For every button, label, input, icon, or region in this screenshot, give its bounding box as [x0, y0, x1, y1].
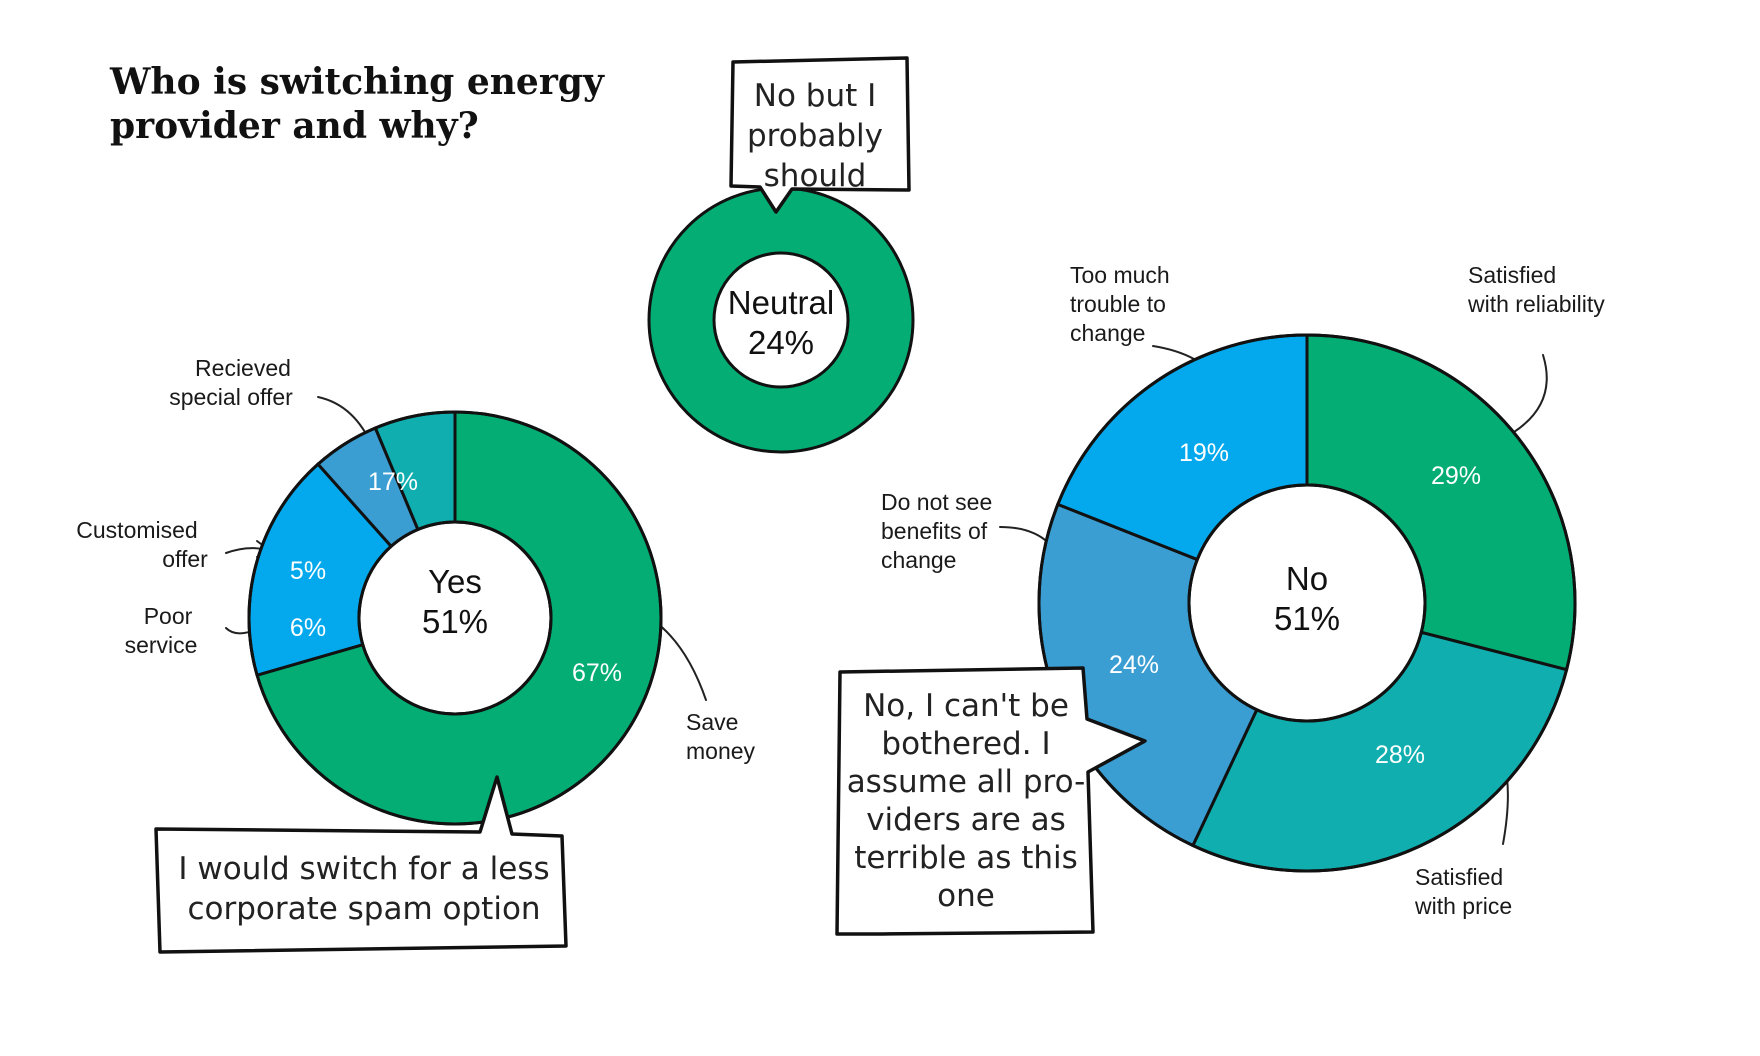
no-value-too-much-trouble: 19% — [1179, 439, 1229, 467]
neutral-center-label: Neutral — [728, 284, 834, 321]
yes-quote-line-2: corporate spam option — [187, 891, 540, 927]
no-label-do-not-see-benefits-3: change — [881, 547, 956, 573]
no-quote-line-3: assume all pro- — [847, 764, 1086, 800]
no-quote-line-5: terrible as this — [854, 840, 1078, 876]
yes-label-customised-offer-1: Customised — [76, 517, 197, 543]
no-label-do-not-see-benefits-1: Do not see — [881, 489, 992, 515]
speech-bubble-yes: I would switch for a less corporate spam… — [154, 775, 568, 954]
no-outer-outline — [1037, 333, 1577, 873]
no-label-satisfied-price-2: with price — [1414, 893, 1512, 919]
yes-label-save-money-2: money — [686, 738, 756, 764]
no-slice-satisfied-reliability — [1305, 333, 1577, 672]
yes-label-special-offer-2: special offer — [169, 384, 293, 410]
no-value-satisfied-reliability: 29% — [1431, 462, 1481, 490]
yes-label-save-money-1: Save — [686, 709, 738, 735]
title-line-1: Who is switching energy — [110, 61, 604, 103]
yes-value-customised-offer: 5% — [290, 557, 326, 585]
yes-label-poor-service-1: Poor — [144, 603, 193, 629]
neutral-quote-line-2: probably — [747, 118, 883, 154]
yes-value-special-offer: 17% — [368, 468, 418, 496]
donut-chart-neutral: Neutral 24% — [647, 186, 915, 454]
no-label-too-much-trouble-3: change — [1070, 320, 1145, 346]
no-value-satisfied-price: 28% — [1375, 741, 1425, 769]
speech-bubble-no: No, I can't be bothered. I assume all pr… — [835, 666, 1147, 936]
no-quote-line-4: viders are as — [866, 802, 1066, 838]
yes-label-special-offer-1: Recieved — [195, 355, 291, 381]
yes-outer-outline — [247, 410, 663, 826]
no-label-satisfied-reliability-2: with reliability — [1467, 291, 1605, 317]
no-center-label: No — [1286, 560, 1328, 597]
no-label-satisfied-price-1: Satisfied — [1415, 864, 1503, 890]
donut-chart-yes: Yes 51% 67% 17% 5% 6% Save money Recieve… — [76, 355, 756, 826]
no-label-do-not-see-benefits-2: benefits of — [881, 518, 988, 544]
no-quote-line-6: one — [937, 878, 995, 914]
yes-value-poor-service: 6% — [290, 614, 326, 642]
no-label-too-much-trouble-2: trouble to — [1070, 291, 1166, 317]
neutral-quote-line-1: No but I — [754, 78, 877, 114]
neutral-inner-outline — [712, 251, 850, 389]
page-title: Who is switching energy provider and why… — [110, 60, 710, 148]
yes-label-customised-offer-2: offer — [162, 546, 208, 572]
yes-center-label: Yes — [428, 563, 482, 600]
neutral-ring-slice — [649, 188, 913, 452]
yes-center-value: 51% — [422, 603, 488, 640]
yes-value-save-money: 67% — [572, 659, 622, 687]
speech-bubble-neutral: No but I probably should — [729, 56, 911, 214]
yes-label-poor-service-2: service — [125, 632, 198, 658]
no-label-too-much-trouble-1: Too much — [1070, 262, 1170, 288]
no-quote-line-1: No, I can't be — [863, 688, 1069, 724]
no-value-do-not-see-benefits: 24% — [1109, 651, 1159, 679]
no-inner-outline — [1187, 483, 1427, 723]
donut-chart-no: No 51% 29% 28% 24% 19% Satisfied with re… — [881, 262, 1605, 919]
no-center-value: 51% — [1274, 600, 1340, 637]
no-label-satisfied-reliability-1: Satisfied — [1468, 262, 1556, 288]
neutral-quote-line-3: should — [764, 158, 867, 194]
neutral-center-value: 24% — [748, 324, 814, 361]
yes-inner-outline — [357, 520, 553, 716]
title-line-2: provider and why? — [110, 105, 479, 147]
yes-quote-line-1: I would switch for a less — [178, 851, 549, 887]
no-quote-line-2: bothered. I — [881, 726, 1050, 762]
